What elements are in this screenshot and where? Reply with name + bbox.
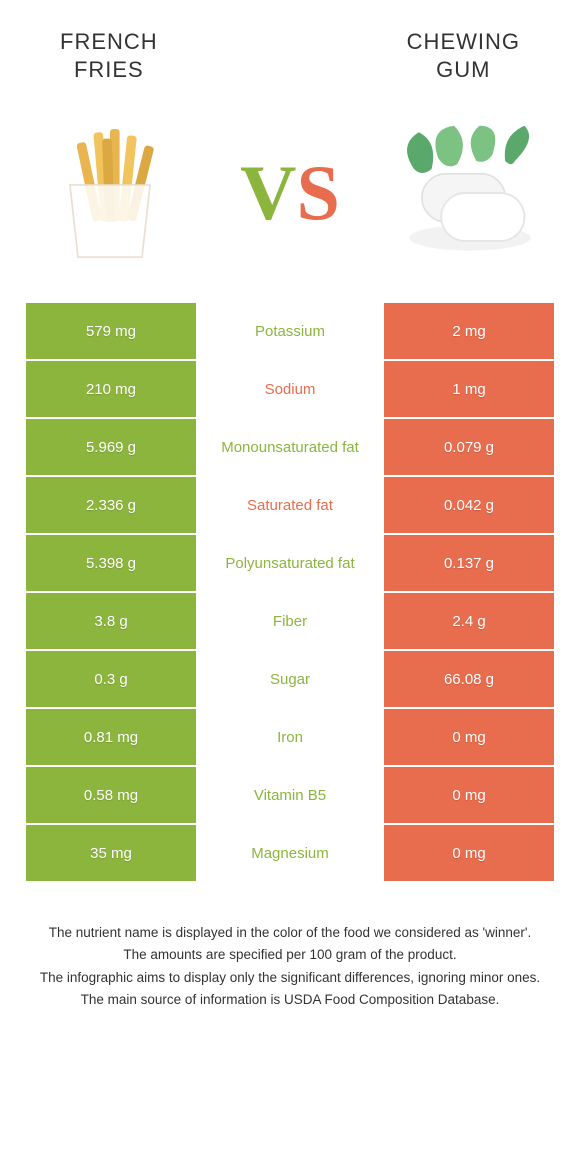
footnote-line: The infographic aims to display only the… xyxy=(20,968,560,988)
left-value: 35 mg xyxy=(26,825,196,881)
table-row: 210 mgSodium1 mg xyxy=(26,361,554,419)
vs-letter-v: V xyxy=(240,148,296,238)
right-value: 0.079 g xyxy=(384,419,554,475)
nutrient-label: Monounsaturated fat xyxy=(196,419,384,475)
table-row: 5.969 gMonounsaturated fat0.079 g xyxy=(26,419,554,477)
footnote-line: The nutrient name is displayed in the co… xyxy=(20,923,560,943)
left-food-title: FRENCH FRIES xyxy=(60,28,158,83)
vs-label: V S xyxy=(240,148,340,238)
right-value: 0.137 g xyxy=(384,535,554,591)
nutrient-label: Potassium xyxy=(196,303,384,359)
left-food-image xyxy=(20,103,200,283)
nutrient-label: Polyunsaturated fat xyxy=(196,535,384,591)
table-row: 0.81 mgIron0 mg xyxy=(26,709,554,767)
nutrient-table: 579 mgPotassium2 mg210 mgSodium1 mg5.969… xyxy=(26,303,554,883)
nutrient-label: Magnesium xyxy=(196,825,384,881)
right-value: 0 mg xyxy=(384,709,554,765)
nutrient-label: Iron xyxy=(196,709,384,765)
right-value: 1 mg xyxy=(384,361,554,417)
nutrient-label: Saturated fat xyxy=(196,477,384,533)
table-row: 5.398 gPolyunsaturated fat0.137 g xyxy=(26,535,554,593)
right-value: 2.4 g xyxy=(384,593,554,649)
left-value: 0.3 g xyxy=(26,651,196,707)
footnotes: The nutrient name is displayed in the co… xyxy=(0,883,580,1052)
left-value: 0.81 mg xyxy=(26,709,196,765)
table-row: 579 mgPotassium2 mg xyxy=(26,303,554,361)
table-row: 3.8 gFiber2.4 g xyxy=(26,593,554,651)
table-row: 2.336 gSaturated fat0.042 g xyxy=(26,477,554,535)
nutrient-label: Sodium xyxy=(196,361,384,417)
right-value: 0 mg xyxy=(384,767,554,823)
table-row: 0.58 mgVitamin B50 mg xyxy=(26,767,554,825)
nutrient-label: Sugar xyxy=(196,651,384,707)
images-row: V S xyxy=(0,93,580,303)
right-value: 66.08 g xyxy=(384,651,554,707)
left-value: 579 mg xyxy=(26,303,196,359)
left-value: 5.398 g xyxy=(26,535,196,591)
right-value: 2 mg xyxy=(384,303,554,359)
right-food-title: CHEWING GUM xyxy=(407,28,520,83)
header: FRENCH FRIES CHEWING GUM xyxy=(0,0,580,93)
footnote-line: The main source of information is USDA F… xyxy=(20,990,560,1010)
nutrient-label: Fiber xyxy=(196,593,384,649)
table-row: 0.3 gSugar66.08 g xyxy=(26,651,554,709)
table-row: 35 mgMagnesium0 mg xyxy=(26,825,554,883)
right-food-image xyxy=(380,103,560,283)
left-value: 0.58 mg xyxy=(26,767,196,823)
left-value: 3.8 g xyxy=(26,593,196,649)
nutrient-label: Vitamin B5 xyxy=(196,767,384,823)
left-value: 210 mg xyxy=(26,361,196,417)
right-value: 0 mg xyxy=(384,825,554,881)
left-value: 2.336 g xyxy=(26,477,196,533)
footnote-line: The amounts are specified per 100 gram o… xyxy=(20,945,560,965)
right-value: 0.042 g xyxy=(384,477,554,533)
left-value: 5.969 g xyxy=(26,419,196,475)
vs-letter-s: S xyxy=(296,148,339,238)
